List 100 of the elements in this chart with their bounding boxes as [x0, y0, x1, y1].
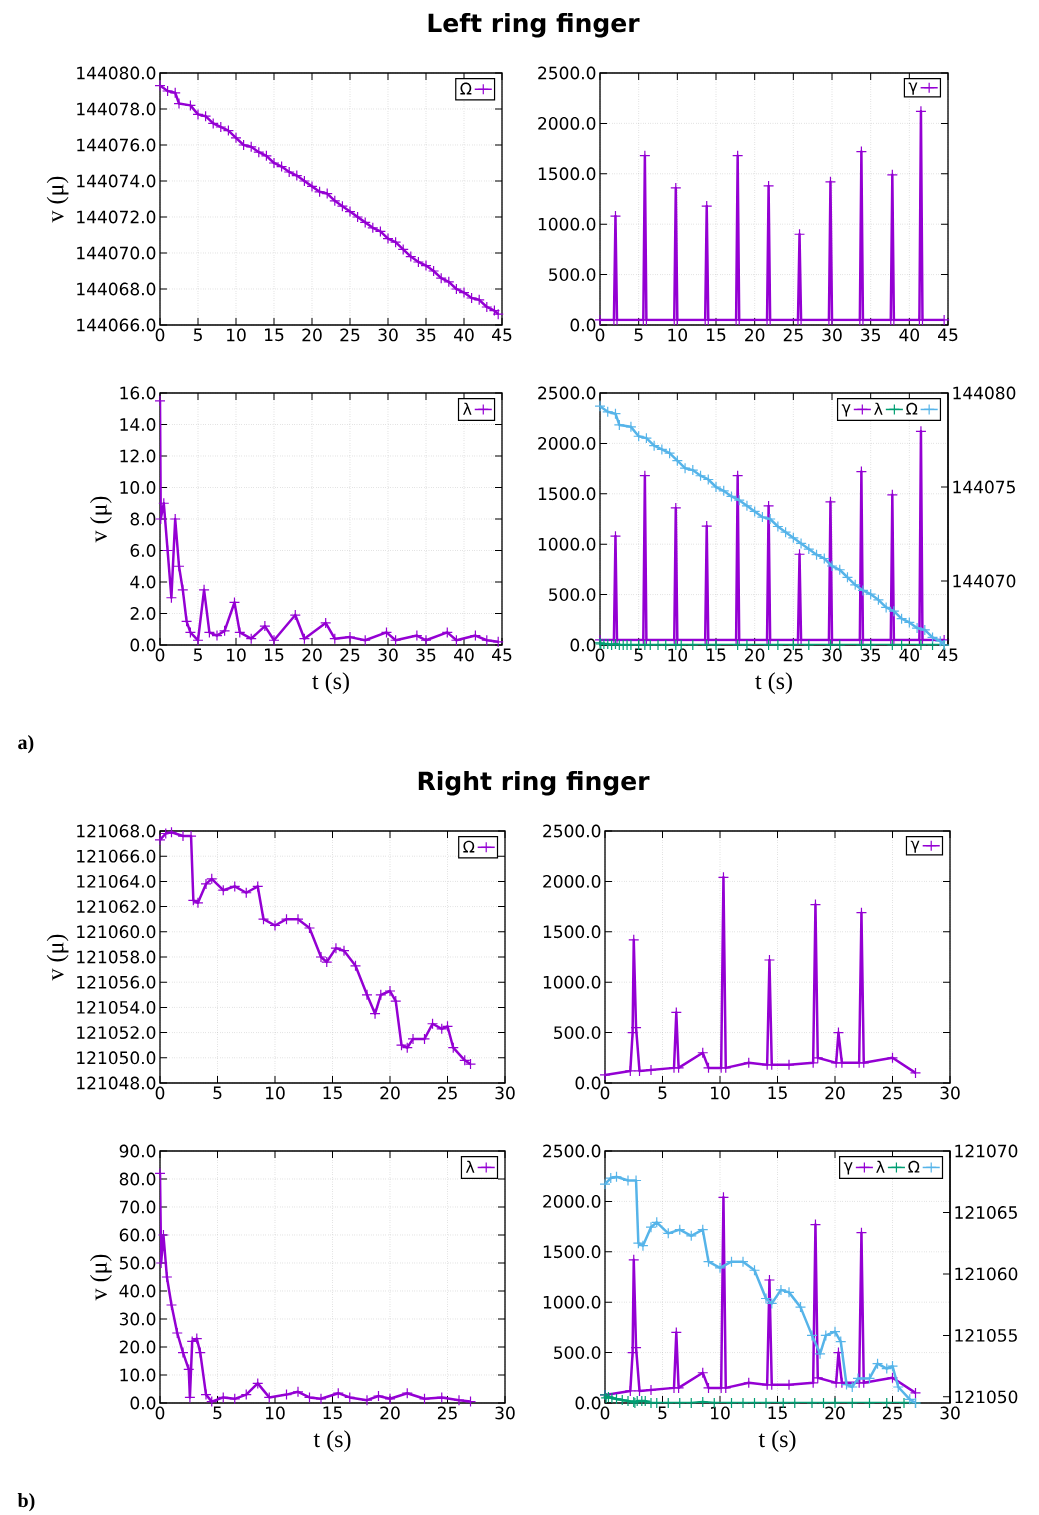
x-tick-label: 30	[495, 1086, 515, 1100]
y-tick-label: 70.0	[120, 1200, 156, 1214]
y-tick-label: 121048.0	[77, 1076, 156, 1090]
x-tick-label: 10	[711, 1406, 730, 1420]
y-tick-label: 1000.0	[543, 1295, 601, 1309]
x-tick-label: 40	[454, 328, 474, 342]
y-tick-label: 2500.0	[543, 1144, 601, 1158]
x-tick-label: 10	[668, 328, 688, 342]
x-tick-label: 0	[595, 648, 605, 662]
x-tick-label: 40	[899, 328, 920, 342]
x-tick-label: 40	[899, 648, 920, 662]
y-tick-label: 2000.0	[543, 874, 601, 888]
y2-tick-label: 144075	[953, 480, 1015, 494]
y-tick-label: 144076.0	[77, 138, 156, 152]
y-axis-title: v (μ)	[46, 176, 69, 223]
x-tick-label: 0	[600, 1086, 610, 1100]
y-tick-label: 40.0	[119, 1284, 156, 1298]
y-tick-label: 121064.0	[77, 874, 156, 888]
legend-label: γ	[841, 404, 851, 417]
x-tick-label: 15	[323, 1086, 342, 1100]
x-tick-label: 10	[266, 1086, 285, 1100]
y-tick-label: 90.0	[119, 1144, 156, 1158]
y-tick-label: 2500.0	[538, 66, 596, 80]
y-tick-label: 1500.0	[543, 925, 601, 939]
y-tick-label: 0.0	[575, 1076, 601, 1090]
y2-tick-label: 121050	[955, 1390, 1018, 1404]
legend-label: λ	[874, 402, 883, 415]
legend-label: λ	[465, 1160, 475, 1173]
y2-tick-label: 121060	[955, 1267, 1018, 1281]
x-tick-label: 30	[940, 1406, 960, 1420]
x-tick-label: 45	[938, 328, 958, 342]
x-tick-label: 25	[882, 1406, 902, 1420]
legend-label: Ω	[906, 402, 918, 415]
y-tick-label: 2000.0	[543, 1194, 601, 1208]
x-tick-label: 15	[768, 1086, 787, 1100]
y-tick-label: 30.0	[119, 1312, 156, 1326]
x-tick-label: 5	[193, 648, 202, 662]
y-tick-label: 0.0	[570, 638, 596, 652]
x-tick-label: 40	[454, 648, 474, 662]
chart-title: Right ring finger	[418, 771, 650, 796]
y-tick-label: 144070.0	[77, 246, 156, 260]
y-tick-label: 2000.0	[538, 436, 596, 450]
y-tick-label: 144066.0	[77, 318, 156, 332]
x-tick-label: 0	[155, 1086, 165, 1100]
legend-label: γ	[843, 1162, 853, 1175]
x-tick-label: 20	[825, 1406, 845, 1420]
x-tick-label: 15	[323, 1406, 342, 1420]
y-tick-label: 20.0	[119, 1340, 156, 1354]
y-tick-label: 500.0	[554, 1026, 601, 1040]
x-tick-label: 35	[861, 648, 880, 662]
x-tick-label: 15	[707, 328, 726, 342]
x-tick-label: 0	[600, 1406, 610, 1420]
y-tick-label: 2.0	[130, 607, 156, 620]
x-tick-label: 15	[265, 648, 284, 662]
legend-label: Ω	[463, 840, 475, 853]
legend-label: λ	[462, 402, 472, 415]
x-tick-label: 25	[437, 1086, 457, 1100]
x-tick-label: 10	[668, 648, 688, 662]
x-tick-label: 5	[213, 1086, 222, 1100]
y-tick-label: 1500.0	[538, 167, 596, 181]
x-tick-label: 35	[416, 328, 436, 342]
x-tick-label: 30	[822, 328, 842, 342]
y-tick-label: 121068.0	[77, 824, 156, 838]
x-tick-label: 0	[155, 328, 165, 342]
y-tick-label: 16.0	[120, 386, 156, 400]
x-tick-label: 10	[711, 1086, 730, 1100]
y-tick-label: 2500.0	[538, 386, 596, 400]
y-tick-label: 121056.0	[77, 975, 156, 989]
y-tick-label: 121066.0	[77, 849, 156, 863]
y-tick-label: 6.0	[130, 544, 156, 557]
text: a)	[18, 735, 34, 754]
x-tick-label: 30	[940, 1086, 960, 1100]
x-tick-label: 15	[265, 328, 284, 342]
x-tick-label: 20	[380, 1086, 400, 1100]
y-tick-label: 144080.0	[77, 66, 156, 80]
x-tick-label: 45	[938, 648, 958, 662]
y2-tick-label: 144080	[953, 386, 1016, 400]
x-tick-label: 30	[378, 648, 398, 662]
x-tick-label: 30	[378, 328, 398, 342]
x-tick-label: 5	[658, 1086, 667, 1100]
x-tick-label: 45	[492, 648, 512, 662]
y2-tick-label: 121065	[955, 1206, 1017, 1219]
y-tick-label: 500.0	[554, 1346, 601, 1360]
x-axis-title: t (s)	[313, 1430, 351, 1453]
y-tick-label: 500.0	[549, 588, 596, 602]
y-tick-label: 0.0	[575, 1396, 601, 1410]
y-tick-label: 1000.0	[543, 975, 601, 989]
y-tick-label: 1000.0	[538, 537, 596, 551]
x-tick-label: 25	[437, 1406, 457, 1420]
x-tick-label: 25	[340, 648, 360, 662]
y-tick-label: 500.0	[549, 268, 596, 282]
y-tick-label: 144078.0	[77, 102, 156, 116]
y-tick-label: 80.0	[119, 1172, 156, 1186]
y-tick-label: 10.0	[120, 481, 156, 494]
y-tick-label: 144068.0	[77, 282, 156, 296]
x-axis-title: t (s)	[758, 1430, 796, 1453]
y-tick-label: 1500.0	[538, 487, 596, 501]
y-tick-label: 0.0	[130, 638, 156, 652]
legend-label: λ	[876, 1160, 885, 1173]
chart-title: Left ring finger	[428, 12, 640, 38]
